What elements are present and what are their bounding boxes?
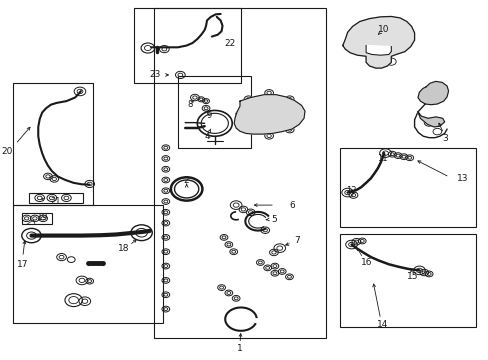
Text: 2: 2 [183, 176, 189, 185]
Text: 13: 13 [456, 174, 468, 183]
Polygon shape [234, 95, 305, 134]
Polygon shape [417, 81, 447, 105]
Bar [340, 148, 475, 226]
Text: 8: 8 [187, 100, 192, 109]
Text: 9: 9 [206, 111, 212, 120]
Text: 19: 19 [37, 213, 49, 222]
Text: 23: 23 [149, 70, 161, 79]
Text: 5: 5 [270, 215, 276, 224]
Bar [22, 213, 52, 224]
Text: 4: 4 [204, 132, 209, 141]
Polygon shape [417, 112, 444, 127]
Text: 10: 10 [378, 25, 389, 34]
Text: 18: 18 [118, 244, 129, 253]
Text: 22: 22 [224, 39, 235, 48]
Bar [178, 76, 250, 148]
Bar [28, 193, 83, 203]
Bar [13, 205, 163, 323]
Polygon shape [366, 45, 390, 55]
Bar [13, 83, 93, 205]
Text: 11: 11 [377, 154, 387, 163]
Text: 12: 12 [346, 186, 356, 195]
Text: 16: 16 [361, 258, 372, 267]
Text: 17: 17 [17, 260, 28, 269]
Text: 3: 3 [442, 134, 447, 143]
Bar [153, 8, 325, 338]
Bar [340, 234, 475, 327]
Text: 6: 6 [288, 201, 294, 210]
Text: 7: 7 [293, 237, 299, 246]
Text: 14: 14 [376, 320, 387, 329]
Text: 15: 15 [407, 272, 418, 281]
Text: 20: 20 [1, 147, 13, 156]
Text: 1: 1 [237, 344, 243, 353]
Text: 21: 21 [50, 197, 61, 206]
Polygon shape [342, 17, 414, 68]
Bar [134, 8, 241, 83]
